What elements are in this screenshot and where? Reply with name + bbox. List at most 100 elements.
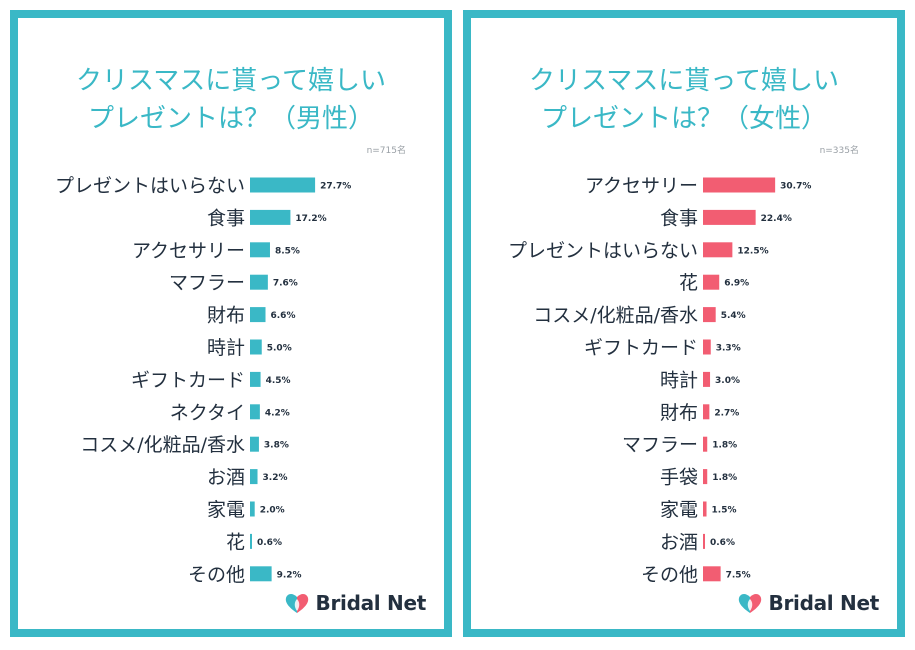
value-label: 1.8% [712,473,737,483]
value-label: 30.7% [780,182,811,192]
brand-logo: Bridal Net [737,590,879,616]
category-label: 食事 [207,207,245,229]
value-label: 12.5% [737,246,768,256]
bar [703,469,708,485]
chart-title: クリスマスに貰って嬉しい プレゼントは？（女性） [471,62,897,138]
value-label: 3.3% [716,344,741,354]
value-label: 0.6% [710,538,735,548]
bar [250,404,260,420]
bar [250,274,268,290]
bar-row: 食事 17.2% [207,207,327,229]
sample-size-note: n=715名 [366,146,406,156]
bar [250,566,272,582]
category-label: 花 [226,531,245,553]
chart-panel-men: クリスマスに貰って嬉しい プレゼントは？（男性） n=715名 プレゼントはいら… [10,10,452,637]
value-label: 1.8% [712,441,737,451]
value-label: 6.9% [724,279,749,289]
bar [703,566,721,582]
chart-title-line-1: クリスマスに貰って嬉しい [76,66,386,96]
value-label: 1.5% [712,506,737,516]
category-label: お酒 [660,531,698,553]
value-label: 22.4% [761,214,792,224]
bar-row: 財布 6.6% [207,305,295,327]
bar [703,436,708,452]
category-label: お酒 [207,467,245,489]
brand-name: Bridal Net [315,591,427,615]
category-label: アクセサリー [132,240,245,262]
bar [703,274,720,290]
category-label: ネクタイ [170,402,245,424]
heart-logo-icon [285,594,308,613]
value-label: 5.0% [267,344,292,354]
value-label: 17.2% [295,214,326,224]
value-label: 3.2% [263,473,288,483]
bar-row: その他 7.5% [641,564,751,586]
value-label: 27.7% [320,182,351,192]
chart-title-line-2: プレゼントは？（男性） [87,104,374,134]
bar [250,177,316,193]
value-label: 0.6% [257,538,282,548]
chart-title-line-1: クリスマスに貰って嬉しい [529,66,839,96]
bar-row: 時計 5.0% [207,337,292,359]
bar-chart-men: プレゼントはいらない 27.7% 食事 17.2% アクセサリー 8.5% マフラー 7.6%… [55,175,351,586]
bar [250,339,262,355]
category-label: 時計 [660,369,698,391]
category-label: 財布 [660,402,698,424]
bar-row: 時計 3.0% [660,369,740,391]
value-label: 2.7% [714,408,739,418]
bar-row: 家電 1.5% [660,499,737,521]
chart-title: クリスマスに貰って嬉しい プレゼントは？（男性） [18,62,444,138]
value-label: 3.8% [264,441,289,451]
bar [250,307,266,323]
category-label: 手袋 [660,467,698,489]
bar-row: 花 0.6% [226,531,282,553]
bar [250,242,270,258]
sample-size-note: n=335名 [819,146,859,156]
bar [250,371,261,387]
value-label: 7.6% [273,279,298,289]
bar-row: ギフトカード 3.3% [584,337,741,359]
category-label: 財布 [207,305,245,327]
bar-row: コスメ/化粧品/香水 5.4% [533,305,745,327]
bar-row: コスメ/化粧品/香水 3.8% [80,434,289,456]
bar-chart-women: アクセサリー 30.7% 食事 22.4% プレゼントはいらない 12.5% 花 6.9% コス… [508,175,811,586]
value-label: 6.6% [271,311,296,321]
bar [250,209,291,225]
value-label: 4.2% [265,408,290,418]
category-label: 家電 [207,499,245,521]
bar-row: 財布 2.7% [660,402,739,424]
value-label: 7.5% [726,570,751,580]
category-label: 食事 [660,207,698,229]
category-label: ギフトカード [584,337,698,359]
bar-row: アクセサリー 8.5% [132,240,300,262]
category-label: 時計 [207,337,245,359]
bar-row: 花 6.9% [679,272,749,294]
bar [703,339,711,355]
chart-panel-women: クリスマスに貰って嬉しい プレゼントは？（女性） n=335名 アクセサリー 30… [463,10,905,637]
bar-row: マフラー 7.6% [169,272,298,294]
bar [703,404,710,420]
bar [703,501,707,517]
bar [703,177,776,193]
bar-row: ギフトカード 4.5% [131,369,291,391]
value-label: 9.2% [277,570,302,580]
bar [703,307,716,323]
value-label: 3.0% [715,376,740,386]
bar [703,242,733,258]
category-label: ギフトカード [131,369,245,391]
value-label: 2.0% [260,506,285,516]
heart-logo-icon [738,594,761,613]
bar-row: お酒 3.2% [207,467,288,489]
category-label: アクセサリー [585,175,698,197]
value-label: 8.5% [275,246,300,256]
bar-row: お酒 0.6% [660,531,735,553]
chart-title-line-2: プレゼントは？（女性） [540,104,827,134]
bar [250,469,258,485]
bar-row: 手袋 1.8% [660,467,737,489]
bar [250,533,252,549]
category-label: コスメ/化粧品/香水 [533,305,698,327]
category-label: プレゼントはいらない [55,175,245,197]
bar-row: ネクタイ 4.2% [170,402,290,424]
bar-row: 食事 22.4% [660,207,792,229]
category-label: マフラー [169,272,245,294]
